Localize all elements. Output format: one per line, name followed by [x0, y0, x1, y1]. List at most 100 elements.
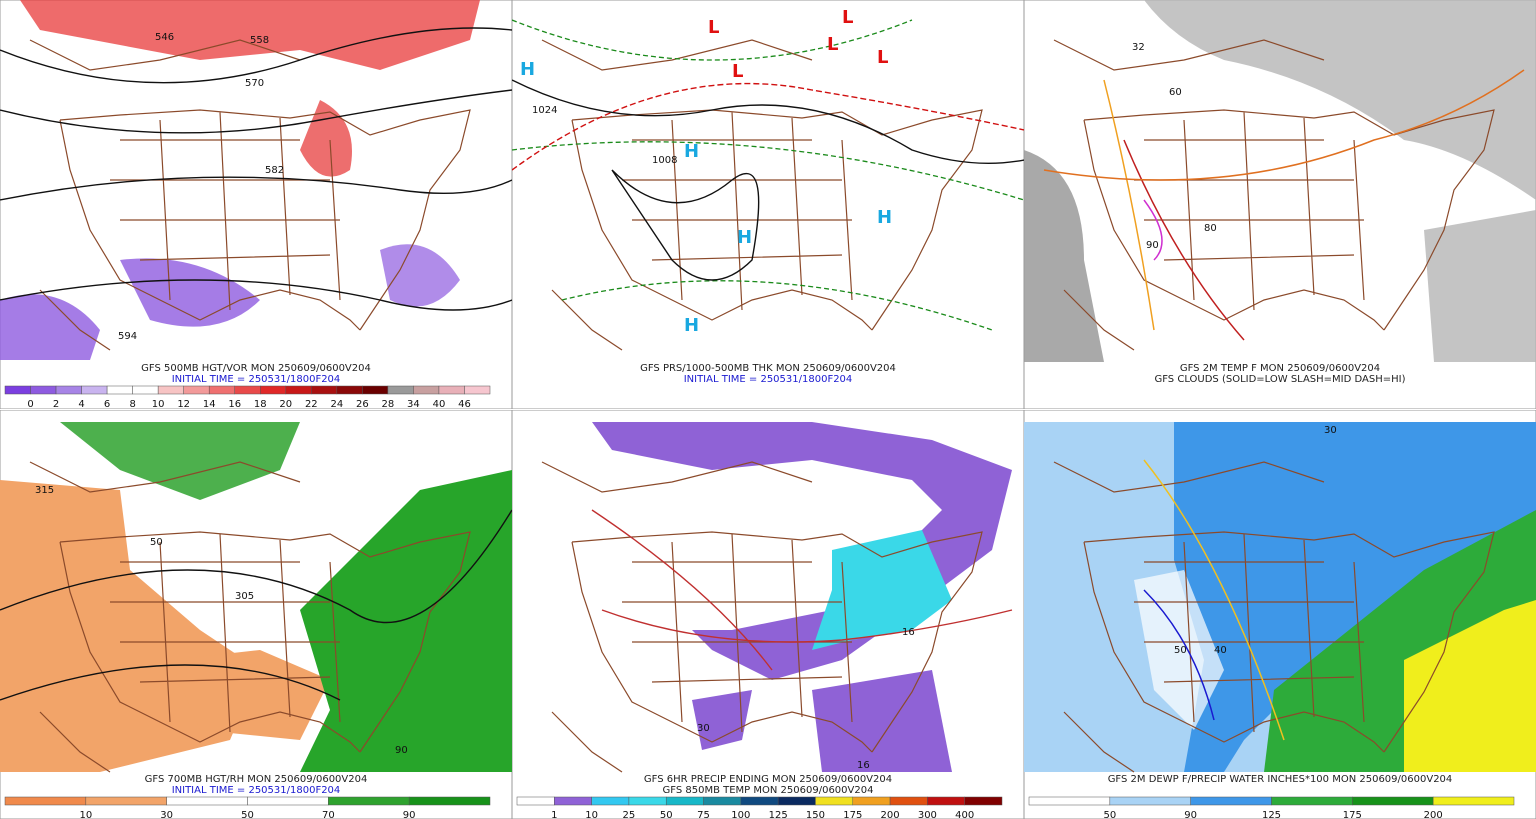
colorbar-swatch	[4, 796, 87, 806]
colorbar-swatch	[85, 796, 167, 806]
map-label: 1024	[532, 105, 557, 116]
colorbar-swatch	[516, 796, 555, 806]
colorbar-label: 150	[806, 810, 825, 819]
colorbar-label: 100	[731, 810, 750, 819]
map-label: 60	[1169, 87, 1182, 98]
map	[1024, 0, 1536, 362]
caption: GFS 700MB HGT/RH MON 250609/0600V204	[145, 774, 368, 785]
high-marker: H	[877, 207, 892, 228]
colorbar-swatch	[183, 385, 210, 395]
colorbar-swatch	[247, 796, 329, 806]
caption: GFS 850MB TEMP MON 250609/0600V204	[663, 785, 874, 796]
colorbar-swatch	[413, 385, 440, 395]
colorbar-swatch	[408, 796, 491, 806]
colorbar-label: 300	[918, 810, 937, 819]
colorbar-swatch	[815, 796, 854, 806]
colorbar-swatch	[157, 385, 184, 395]
colorbar-swatch	[554, 796, 592, 806]
colorbar-label: 6	[104, 399, 110, 409]
map-label: 594	[118, 331, 137, 342]
low-marker: L	[708, 17, 719, 38]
colorbar-swatch	[234, 385, 261, 395]
map-label: 16	[902, 627, 915, 638]
map-label: 305	[235, 591, 254, 602]
colorbar-label: 10	[585, 810, 598, 819]
colorbar-swatch	[703, 796, 742, 806]
colorbar-swatch	[889, 796, 928, 806]
colorbar-label: 90	[403, 810, 416, 819]
colorbar-label: 16	[228, 399, 241, 409]
colorbar-label: 14	[203, 399, 216, 409]
colorbar-swatch	[260, 385, 287, 395]
colorbar-label: 18	[254, 399, 267, 409]
colorbar-swatch	[55, 385, 82, 395]
high-marker: H	[520, 59, 535, 80]
colorbar-swatch	[438, 385, 465, 395]
colorbar-swatch	[208, 385, 235, 395]
map-label: 315	[35, 485, 54, 496]
high-marker: H	[737, 227, 752, 248]
colorbar-label: 200	[1424, 810, 1443, 819]
map	[541, 422, 1013, 773]
colorbar-label: 50	[1103, 810, 1116, 819]
colorbar-label: 46	[458, 399, 471, 409]
panel-frame	[512, 0, 1024, 409]
colorbar-label: 50	[660, 810, 673, 819]
low-marker: L	[732, 61, 743, 82]
map-label: 90	[1146, 240, 1159, 251]
caption: GFS 500MB HGT/VOR MON 250609/0600V204	[141, 363, 371, 374]
colorbar-swatch	[1190, 796, 1272, 806]
caption: GFS CLOUDS (SOLID=LOW SLASH=MID DASH=HI)	[1154, 374, 1405, 385]
colorbar-label: 28	[382, 399, 395, 409]
colorbar-swatch	[30, 385, 57, 395]
map	[1024, 422, 1536, 773]
map	[0, 422, 512, 773]
high-marker: H	[684, 141, 699, 162]
caption: GFS 2M DEWP F/PRECIP WATER INCHES*100 MO…	[1108, 774, 1453, 785]
colorbar-label: 50	[241, 810, 254, 819]
colorbar-label: 30	[160, 810, 173, 819]
colorbar-swatch	[591, 796, 630, 806]
colorbar-swatch	[665, 796, 704, 806]
caption: INITIAL TIME = 250531/1800F204	[172, 374, 341, 385]
map-label: 30	[1324, 425, 1337, 436]
colorbar-swatch	[740, 796, 779, 806]
colorbar-swatch	[852, 796, 891, 806]
colorbar-swatch	[1271, 796, 1353, 806]
colorbar-label: 4	[78, 399, 84, 409]
colorbar-label: 22	[305, 399, 318, 409]
colorbar-swatch	[285, 385, 312, 395]
caption: GFS PRS/1000-500MB THK MON 250609/0600V2…	[640, 363, 896, 374]
map	[0, 0, 512, 360]
map-label: 16	[857, 760, 870, 771]
colorbar-label: 175	[843, 810, 862, 819]
colorbar-label: 8	[129, 399, 135, 409]
map	[512, 19, 1024, 351]
colorbar-swatch	[132, 385, 159, 395]
map-label: 32	[1132, 42, 1145, 53]
colorbar-label: 400	[955, 810, 974, 819]
map-label: 582	[265, 165, 284, 176]
colorbar-swatch	[1028, 796, 1111, 806]
map-label: 30	[697, 723, 710, 734]
caption: INITIAL TIME = 250531/1800F204	[172, 785, 341, 796]
colorbar-swatch	[1432, 796, 1515, 806]
colorbar-swatch	[464, 385, 491, 395]
map-label: 50	[150, 537, 163, 548]
colorbar-label: 25	[623, 810, 636, 819]
colorbar-swatch	[81, 385, 108, 395]
colorbar-swatch	[328, 796, 410, 806]
colorbar-label: 10	[79, 810, 92, 819]
low-marker: L	[842, 7, 853, 28]
colorbar-label: 20	[279, 399, 292, 409]
colorbar-label: 90	[1184, 810, 1197, 819]
colorbar-label: 24	[330, 399, 343, 409]
colorbar-label: 125	[769, 810, 788, 819]
colorbar-swatch	[387, 385, 414, 395]
caption: GFS 6HR PRECIP ENDING MON 250609/0600V20…	[644, 774, 892, 785]
panel-temperature: 60 80 90 32 GFS 2M TEMP F MON 250609/060…	[1024, 0, 1536, 409]
map-label: 1008	[652, 155, 677, 166]
colorbar-label: 175	[1343, 810, 1362, 819]
colorbar-swatch	[336, 385, 363, 395]
